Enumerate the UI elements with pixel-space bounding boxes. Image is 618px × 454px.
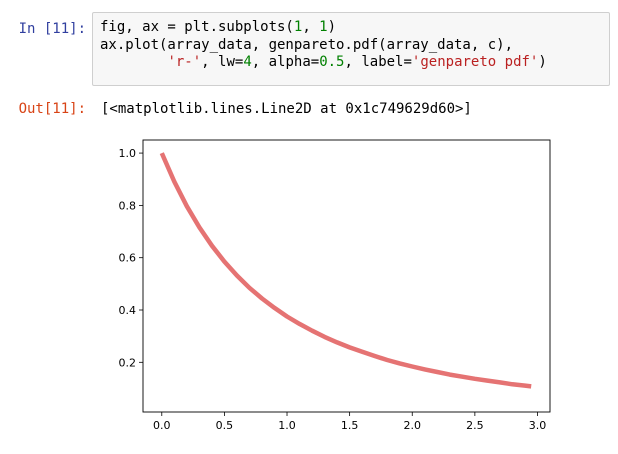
plot-frame [142,139,551,413]
code-token: fig, ax = plt.subplots( [100,19,294,35]
code-token: 1 [319,19,328,35]
x-tick-label: 2.5 [466,419,484,432]
code-token: 0.5 [319,54,345,70]
code-token [100,54,167,70]
code-token: , lw= [201,54,244,70]
code-token: 'genpareto pdf' [411,54,539,70]
code-token: , [302,19,320,35]
code-token: 'r-' [167,54,202,70]
y-tick-label: 0.2 [119,356,137,369]
code-line: fig, ax = plt.subplots(1, 1) [100,19,602,37]
input-prompt: In [11]: [18,21,86,37]
code-token: , alpha= [251,54,320,70]
series-line-0 [159,152,532,389]
code-line: ax.plot(array_data, genpareto.pdf(array_… [100,37,602,55]
y-tick-label: 0.8 [119,199,137,212]
output-text: [<matplotlib.lines.Line2D at 0x1c749629d… [101,101,472,117]
x-tick-label: 1.5 [341,419,359,432]
x-tick-label: 2.0 [403,419,421,432]
x-tick-label: 0.5 [216,419,234,432]
code-cell-input[interactable]: fig, ax = plt.subplots(1, 1) ax.plot(arra… [92,12,610,86]
x-tick-label: 1.0 [278,419,296,432]
y-tick-label: 0.4 [119,304,137,317]
code-token: 4 [243,54,252,70]
code-line: 'r-', lw=4, alpha=0.5, label='genpareto … [100,54,602,72]
line-chart: 0.0 0.5 1.0 1.5 2.0 2.5 3.0 0.2 0.4 0.6 0.8 1.0 [119,139,551,432]
x-tick-label: 3.0 [529,419,547,432]
code-token: ) [327,19,337,35]
y-tick-label: 0.6 [119,252,137,265]
x-tick-label: 0.0 [153,419,171,432]
output-prompt: Out[11]: [18,101,86,117]
code-token: , label= [344,54,412,70]
plot-output: 0.0 0.5 1.0 1.5 2.0 2.5 3.0 0.2 0.4 0.6 0.8 1.0 [100,138,560,450]
code-token: ax.plot(array_data, genpareto.pdf(array_… [100,36,514,53]
code-token: ) [538,54,547,70]
y-tick-label: 1.0 [119,147,137,160]
code-token: 1 [293,19,303,35]
